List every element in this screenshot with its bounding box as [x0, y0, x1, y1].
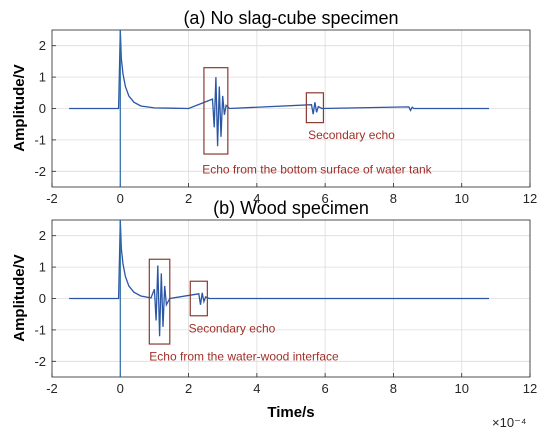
panel-a-x-tick-label: 12: [523, 191, 537, 206]
panel-a-annotation-label: Secondary echo: [308, 128, 395, 142]
panel-a-x-tick-label: 0: [117, 191, 124, 206]
panel-b-echo-box: [148, 258, 171, 345]
panel-b-annotation-label: Echo from the water-wood interface: [149, 350, 339, 364]
panel-b-x-tick-label: 6: [322, 381, 329, 396]
panel-b-title: (b) Wood specimen: [213, 198, 369, 218]
panel-a-x-tick-label: -2: [46, 191, 58, 206]
x-axis-exponent: ×10⁻⁴: [492, 415, 527, 430]
panel-a-echo-box: [305, 92, 325, 124]
x-axis-label: Time/s: [267, 404, 314, 421]
panel-b-y-tick-label: -1: [34, 322, 46, 337]
panel-b-x-tick-label: 12: [523, 381, 537, 396]
panel-b-x-tick-label: 10: [454, 381, 468, 396]
panel-a-annotations: Secondary echo Echo from the bottom surfa…: [202, 128, 432, 177]
panel-b-y-tick-label: 1: [39, 260, 46, 275]
panel-b-x-tick-label: 8: [390, 381, 397, 396]
panel-b-echo-box: [189, 280, 208, 317]
panel-b-x-tick-label: 0: [117, 381, 124, 396]
panel-b-signal-line: [69, 219, 489, 337]
panel-a-echo-box: [203, 67, 229, 155]
panel-a-title: (a) No slag-cube specimen: [183, 8, 398, 28]
panel-a-x-tick-label: 2: [185, 191, 192, 206]
panel-b-annotations: Secondary echo Echo from the water-wood i…: [149, 321, 339, 363]
panel-b-series: [69, 219, 489, 377]
panel-b-x-tick-label: 4: [253, 381, 260, 396]
panel-a-y-tick-label: 2: [39, 38, 46, 53]
panel-b-annotation-label: Secondary echo: [189, 321, 276, 335]
panel-b-x-tick-label: 2: [185, 381, 192, 396]
panel-a-y-tick-label: 1: [39, 70, 46, 85]
panel-b-annotation-boxes: [148, 258, 208, 345]
panel-b-y-tick-label: -2: [34, 354, 46, 369]
panel-a-series: [69, 29, 489, 187]
panel-a-x-tick-label: 6: [322, 191, 329, 206]
panel-a-x-tick-label: 4: [253, 191, 260, 206]
panel-a-y-axis-label: Amplitude/V: [11, 64, 28, 152]
panel-a-annotation-label: Echo from the bottom surface of water ta…: [202, 163, 432, 177]
panel-b-x-tick-label: -2: [46, 381, 58, 396]
panel-a-annotation-boxes: [203, 67, 325, 155]
panel-a-y-tick-label: -1: [34, 132, 46, 147]
panel-a-x-tick-label: 10: [454, 191, 468, 206]
panel-b-y-axis-label: Amplitude/V: [11, 254, 28, 342]
panel-a-y-tick-label: -2: [34, 164, 46, 179]
panel-b-y-tick-label: 0: [39, 291, 46, 306]
panel-a-signal-line: [69, 29, 489, 147]
panel-a-y-tick-label: 0: [39, 101, 46, 116]
panel-b-y-tick-label: 2: [39, 228, 46, 243]
panel-a-x-tick-label: 8: [390, 191, 397, 206]
